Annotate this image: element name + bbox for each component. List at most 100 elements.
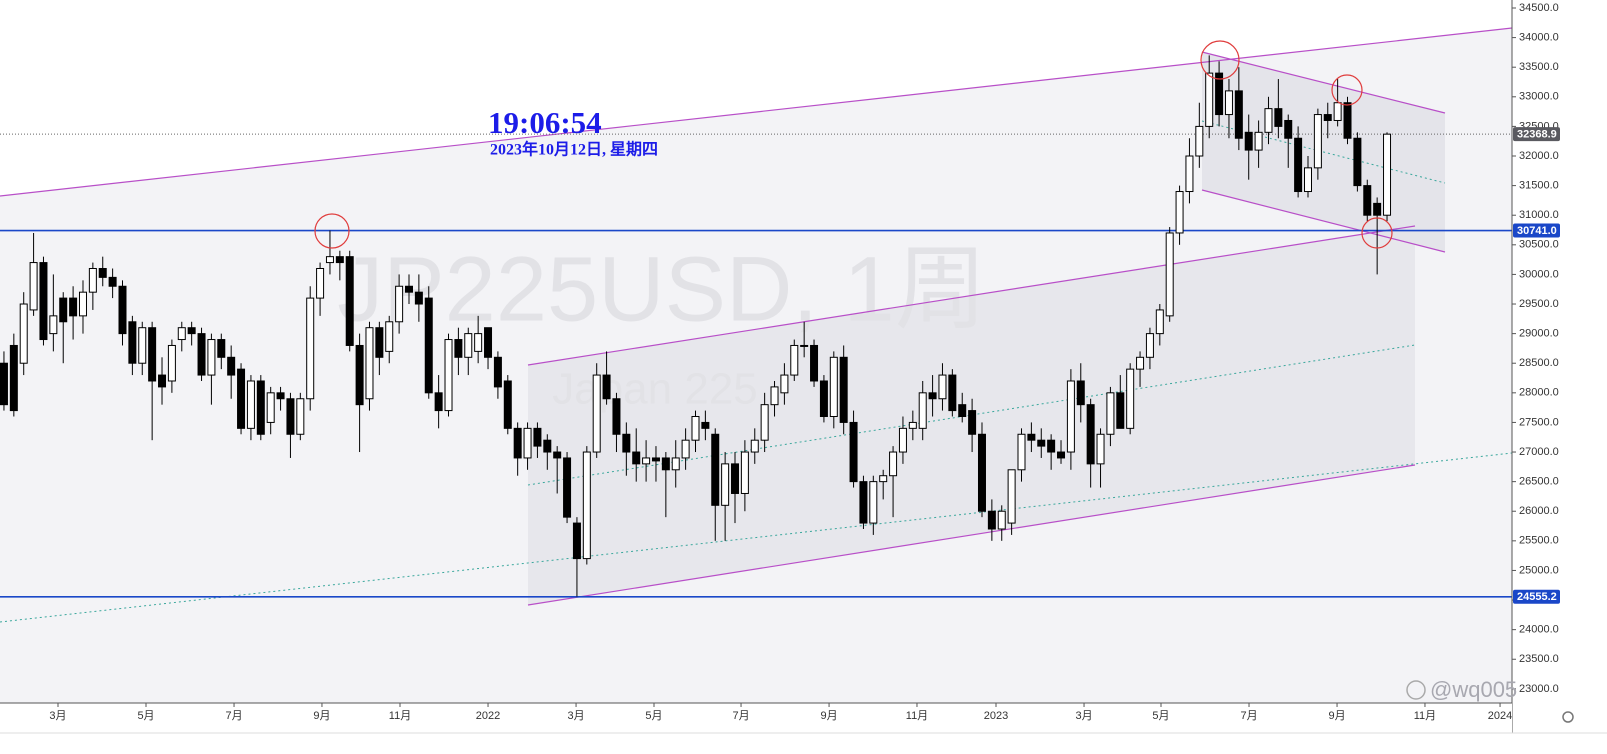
x-tick-label: 5月 xyxy=(645,710,662,722)
trend-line xyxy=(527,225,1416,366)
highlight-circle xyxy=(1200,40,1240,80)
candle-body xyxy=(1363,185,1372,216)
candle-body xyxy=(770,386,779,406)
candle-body xyxy=(88,267,97,293)
candle-body xyxy=(503,380,512,429)
x-tick-label: 2023 xyxy=(984,710,1008,722)
candle-body xyxy=(523,427,532,459)
candle-body xyxy=(642,457,651,465)
candle-body xyxy=(612,398,621,435)
candle-body xyxy=(177,327,186,341)
candle-body xyxy=(543,439,552,453)
price-level-box xyxy=(1513,223,1560,238)
candle-body xyxy=(632,451,641,465)
candle-body xyxy=(513,427,522,459)
candle-body xyxy=(1195,125,1204,157)
candle-body xyxy=(1086,404,1095,465)
candle-body xyxy=(1353,137,1362,187)
y-tick-label: 34500.0 xyxy=(1519,2,1559,14)
candle-body xyxy=(721,463,730,506)
candle-body xyxy=(938,374,947,400)
candle-body xyxy=(128,321,137,364)
mid-line xyxy=(0,452,1513,623)
candle-body xyxy=(819,380,828,418)
candle-body xyxy=(553,451,562,459)
candle-body xyxy=(1185,155,1194,193)
candle-body xyxy=(1076,380,1085,406)
y-tick-label: 33500.0 xyxy=(1519,61,1559,73)
candle-body xyxy=(1254,131,1263,151)
candle-body xyxy=(49,315,58,335)
candle-body xyxy=(217,339,226,358)
candle-body xyxy=(1175,191,1184,234)
candle-body xyxy=(434,392,443,412)
candle-body xyxy=(1333,102,1342,121)
x-tick-label: 7月 xyxy=(1240,710,1257,722)
x-tick-label: 9月 xyxy=(1328,710,1345,722)
candle-body xyxy=(790,344,799,376)
candle-body xyxy=(414,291,423,305)
settings-icon[interactable] xyxy=(1562,711,1574,723)
candle-body xyxy=(780,374,789,394)
candle-body xyxy=(1234,90,1243,139)
y-tick-label: 24000.0 xyxy=(1519,624,1559,636)
y-tick-label: 27000.0 xyxy=(1519,446,1559,458)
candle-body xyxy=(197,333,206,376)
candle-body xyxy=(1294,137,1303,193)
time-axis xyxy=(0,703,1512,754)
candle-body xyxy=(711,433,720,506)
trend-line xyxy=(1201,189,1446,253)
trend-line xyxy=(0,27,1513,197)
candle-body xyxy=(246,380,255,429)
y-tick-label: 31000.0 xyxy=(1519,209,1559,221)
candle-body xyxy=(533,427,542,447)
candle-body xyxy=(1116,392,1125,429)
candle-body xyxy=(385,321,394,352)
candle-body xyxy=(1303,167,1312,193)
candle-body xyxy=(898,427,907,453)
x-tick-label: 11月 xyxy=(1414,710,1436,722)
candle-body xyxy=(256,380,265,435)
candle-body xyxy=(404,285,413,293)
candle-body xyxy=(1057,451,1066,459)
candle-body xyxy=(1244,131,1253,151)
candle-body xyxy=(187,327,196,335)
candle-body xyxy=(355,344,364,406)
candle-body xyxy=(1066,380,1075,453)
y-tick-label: 23000.0 xyxy=(1519,683,1559,695)
price-axis xyxy=(1512,0,1607,754)
candle-body xyxy=(671,457,680,471)
price-level-label: 24555.2 xyxy=(1517,591,1557,603)
candle-body xyxy=(286,398,295,435)
y-tick-label: 33000.0 xyxy=(1519,91,1559,103)
candle-body xyxy=(977,433,986,512)
user-watermark: @wq005 xyxy=(1430,677,1517,702)
candle-body xyxy=(1126,368,1135,429)
y-tick-label: 32000.0 xyxy=(1519,150,1559,162)
candle-body xyxy=(849,421,858,483)
candle-body xyxy=(928,392,937,400)
y-tick-label: 25500.0 xyxy=(1519,535,1559,547)
candle-body xyxy=(750,439,759,453)
candle-body xyxy=(592,374,601,453)
candle-body xyxy=(968,410,977,435)
x-tick-label: 11月 xyxy=(389,710,411,722)
highlight-circle xyxy=(1361,217,1393,249)
candle-body xyxy=(889,451,898,477)
candle-body xyxy=(760,404,769,441)
candle-body xyxy=(731,463,740,494)
candle-body xyxy=(918,392,927,429)
trend-line xyxy=(527,464,1416,606)
candle-body xyxy=(1007,469,1016,524)
candle-body xyxy=(78,291,87,317)
x-tick-label: 7月 xyxy=(225,710,242,722)
candle-body xyxy=(118,285,127,335)
candle-body xyxy=(1343,102,1352,139)
candle-body xyxy=(1027,433,1036,441)
candle-body xyxy=(227,356,236,376)
candle-body xyxy=(1323,114,1332,121)
candle-body xyxy=(9,344,18,412)
candle-body xyxy=(1136,356,1145,370)
candle-body xyxy=(1096,433,1105,465)
